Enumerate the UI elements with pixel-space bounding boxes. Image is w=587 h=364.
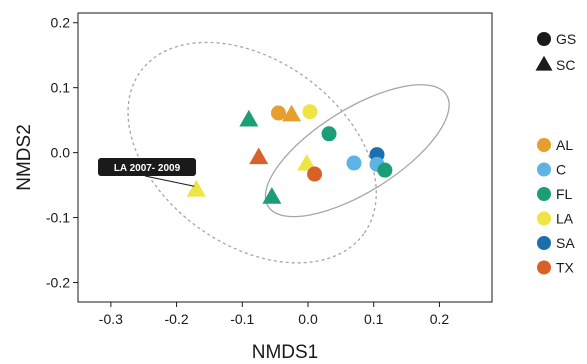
legend-label-tx: TX (556, 260, 575, 276)
x-tick-label: 0.1 (364, 311, 384, 327)
legend-swatch-tx (537, 260, 551, 275)
x-tick-label: -0.2 (165, 311, 189, 327)
legend: GS SC AL C FL LA SA TX (535, 31, 576, 276)
point-gs-fl (377, 162, 393, 178)
ellipse-gs (264, 84, 450, 218)
ellipse-layer (127, 41, 450, 264)
axis-layer: -0.3 -0.2 -0.1 0.0 0.1 0.2 -0.2 -0.1 0.0 0.1 0.2 (46, 12, 493, 327)
y-tick-label: -0.2 (46, 275, 70, 291)
legend-label-sc: SC (556, 57, 575, 73)
x-tick-label: 0.2 (430, 311, 450, 327)
y-tick-label: 0.2 (51, 15, 71, 31)
point-gs-al (270, 105, 286, 121)
point-gs-c (346, 155, 362, 171)
legend-label-fl: FL (556, 186, 573, 202)
legend-label-c: C (556, 162, 566, 178)
y-tick-label: -0.1 (46, 210, 70, 226)
point-sc-fl (239, 109, 259, 127)
x-tick-label: 0.0 (298, 311, 318, 327)
point-gs-tx (307, 166, 323, 182)
callout-label: LA 2007- 2009 (114, 163, 181, 174)
legend-swatch-sa (537, 236, 551, 250)
legend-circle-icon (537, 32, 551, 46)
callout-leader-line (144, 175, 195, 187)
legend-swatch-fl (537, 187, 551, 201)
point-gs-la (302, 104, 318, 120)
y-axis-title: NMDS2 (14, 124, 35, 191)
legend-label-gs: GS (556, 31, 576, 47)
point-sc-fl (262, 187, 282, 204)
legend-swatch-la (537, 211, 551, 226)
legend-swatch-c (537, 162, 551, 177)
legend-triangle-icon (535, 55, 553, 71)
legend-label-al: AL (556, 137, 573, 153)
callout-box (98, 158, 196, 176)
x-tick-label: -0.3 (99, 311, 123, 327)
annotation-layer: LA 2007- 2009 (98, 158, 196, 187)
legend-label-sa: SA (556, 235, 575, 251)
point-sc-la (297, 153, 317, 171)
ellipse-sc (127, 41, 377, 264)
y-tick-label: 0.0 (51, 145, 71, 161)
x-axis-title: NMDS1 (252, 342, 319, 363)
legend-label-la: LA (556, 211, 574, 227)
plot-frame (77, 12, 493, 303)
y-tick-label: 0.1 (51, 80, 71, 96)
x-tick-label: -0.1 (230, 311, 254, 327)
point-layer (186, 104, 393, 204)
point-sc-al (282, 104, 302, 122)
point-sc-la (186, 179, 206, 197)
point-gs-fl (321, 126, 337, 142)
point-sc-tx (249, 147, 269, 165)
legend-swatch-al (537, 138, 551, 152)
